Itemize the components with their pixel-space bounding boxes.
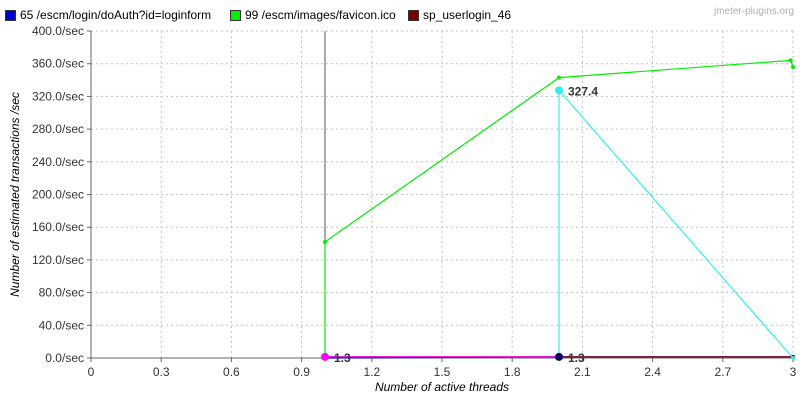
data-label: 327.4 <box>568 84 598 98</box>
data-label: 1.3 <box>568 351 585 365</box>
legend-label: 99 /escm/images/favicon.ico <box>245 8 396 22</box>
x-tick-label: 1.2 <box>363 365 380 379</box>
legend-item: 65 /escm/login/doAuth?id=loginform <box>5 8 211 22</box>
series-point <box>791 64 795 69</box>
series-lines <box>323 58 795 360</box>
x-tick-label: 2.4 <box>644 365 661 379</box>
y-tick-label: 40.0/sec <box>39 318 84 332</box>
watermark: jmeter-plugins.org <box>713 6 794 17</box>
legend-swatch <box>5 9 16 21</box>
y-tick-label: 360.0/sec <box>32 57 84 71</box>
y-tick-label: 320.0/sec <box>32 89 84 103</box>
legend-label: sp_userlogin_46 <box>423 8 512 22</box>
y-axis-title: Number of estimated transactions /sec <box>8 92 22 297</box>
data-label: 1.3 <box>334 351 351 365</box>
legend-swatch <box>408 9 419 21</box>
highlight-point <box>321 352 329 361</box>
axes: 0.0/sec 40.0/sec 80.0/sec 120.0/sec 160.0/se… <box>32 24 797 379</box>
x-tick-label: 3 <box>790 365 797 379</box>
legend-item: 99 /escm/images/favicon.ico <box>230 8 396 22</box>
y-tick-label: 240.0/sec <box>32 155 84 169</box>
y-tick-label: 80.0/sec <box>39 286 84 300</box>
x-tick-label: 1.5 <box>434 365 451 379</box>
x-tick-label: 0.9 <box>293 365 310 379</box>
y-tick-label: 400.0/sec <box>32 24 84 38</box>
x-tick-label: 1.8 <box>504 365 521 379</box>
series-point <box>557 75 561 80</box>
series-point <box>788 58 793 63</box>
x-axis-title: Number of active threads <box>375 380 509 394</box>
highlight-point <box>555 86 563 95</box>
legend-swatch <box>230 9 241 21</box>
y-tick-label: 120.0/sec <box>32 253 84 267</box>
y-tick-label: 200.0/sec <box>32 188 84 202</box>
x-tick-label: 2.1 <box>574 365 591 379</box>
data-points <box>321 86 563 361</box>
grid <box>90 30 794 359</box>
series-point <box>323 239 327 244</box>
legend-item: sp_userlogin_46 <box>408 8 511 22</box>
y-tick-label: 160.0/sec <box>32 220 84 234</box>
y-tick-label: 280.0/sec <box>32 122 84 136</box>
x-tick-label: 0 <box>88 365 95 379</box>
y-tick-label: 0.0/sec <box>45 351 84 365</box>
x-tick-label: 0.6 <box>223 365 240 379</box>
legend-label: 65 /escm/login/doAuth?id=loginform <box>20 8 212 22</box>
legend: 65 /escm/login/doAuth?id=loginform 99 /es… <box>0 0 800 30</box>
series-point <box>791 356 795 360</box>
series-line <box>558 88 794 359</box>
x-tick-label: 0.3 <box>153 365 170 379</box>
x-tick-label: 2.7 <box>714 365 731 379</box>
data-labels: 1.3 1.3 327.4 <box>334 84 598 365</box>
highlight-point <box>555 352 563 361</box>
